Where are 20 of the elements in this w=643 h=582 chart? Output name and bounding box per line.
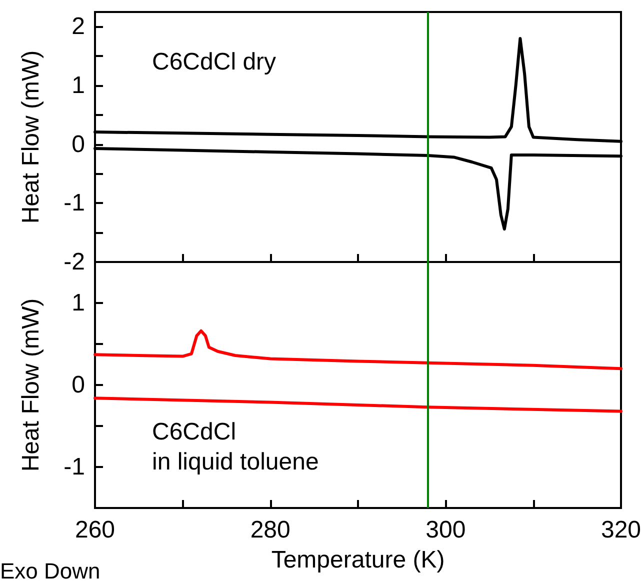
y-tick-label: -1 <box>64 190 85 217</box>
annotation: C6CdCl in liquid toluene <box>152 418 319 476</box>
x-tick-label: 280 <box>250 516 290 544</box>
x-tick-label: 300 <box>426 516 466 544</box>
x-tick-label: 320 <box>600 516 642 544</box>
y-tick-label: -2 <box>64 248 85 276</box>
line-series <box>94 396 622 413</box>
y-tick-label: 0 <box>72 130 85 158</box>
y-tick-label: 0 <box>72 372 85 398</box>
y-tick-label: 1 <box>72 290 85 316</box>
y-axis-title: Heat Flow (mW) <box>18 50 44 224</box>
x-axis-title: Temperature (K) <box>271 546 445 574</box>
text: Exo Down <box>0 558 100 582</box>
y-tick-label: 2 <box>72 13 85 40</box>
y-tick-label: -1 <box>64 454 85 480</box>
x-tick-label: 260 <box>74 516 116 544</box>
annotation: C6CdCl dry <box>152 48 276 76</box>
y-axis-title: Heat Flow (mW) <box>18 298 44 472</box>
line-series <box>94 329 622 370</box>
y-tick-label: 1 <box>72 72 85 100</box>
